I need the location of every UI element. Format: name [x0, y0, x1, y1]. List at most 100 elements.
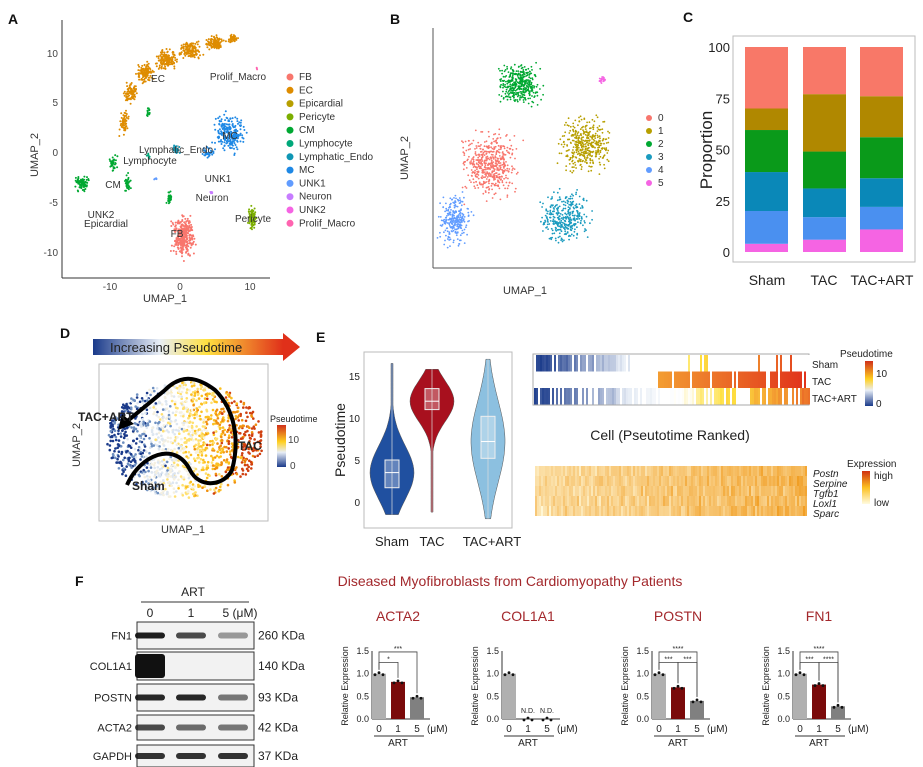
cell-point [259, 430, 263, 434]
cell-point [561, 200, 563, 203]
cell-point [146, 68, 149, 71]
cell-point [550, 204, 553, 207]
cell-point [561, 209, 563, 212]
cell-point [123, 432, 126, 436]
cell-point [573, 215, 576, 217]
cell-point [494, 182, 497, 185]
cell-point [453, 206, 456, 209]
legend-swatch [286, 73, 294, 81]
cell-point [495, 172, 498, 174]
cell-point [230, 120, 233, 123]
bar-segment-TAC+ART-5 [860, 229, 903, 252]
cell-point [205, 464, 209, 467]
cell-point [585, 199, 588, 202]
cell-point [566, 224, 568, 227]
cell-point [460, 204, 463, 207]
cell-point [479, 147, 482, 150]
cell-point [447, 208, 450, 211]
cell-point [169, 436, 172, 440]
cell-point [571, 214, 574, 217]
cell-point [163, 55, 166, 58]
cell-point [542, 230, 544, 232]
cell-point [244, 473, 248, 476]
cell-point [436, 237, 439, 239]
cell-point [222, 39, 225, 42]
cell-point [553, 191, 555, 194]
cell-point [226, 419, 230, 423]
cell-point [187, 242, 189, 245]
cell-point [189, 246, 192, 249]
cell-point [552, 218, 555, 221]
cell-point [109, 439, 112, 443]
cell-point [213, 35, 215, 38]
cell-point [180, 234, 182, 237]
cell-point [123, 456, 126, 460]
cell-point [504, 92, 507, 95]
cell-point [549, 216, 552, 219]
cell-point [499, 100, 502, 103]
cell-point [508, 92, 511, 95]
cell-point [487, 168, 490, 170]
cell-point [167, 191, 170, 194]
cell-point [214, 45, 217, 48]
cell-point [501, 69, 503, 72]
cell-point [223, 145, 226, 147]
cell-point [131, 95, 134, 98]
cell-point [160, 464, 164, 467]
cell-point [591, 141, 593, 144]
cell-point [82, 186, 85, 188]
cell-point [241, 472, 245, 476]
cell-point [85, 181, 87, 184]
cell-point [248, 406, 252, 410]
cell-point [146, 107, 149, 110]
cell-point [120, 452, 123, 456]
cell-point [249, 220, 252, 223]
y-tick: 75 [716, 91, 730, 106]
cell-point [583, 117, 586, 120]
cell-point [517, 85, 520, 88]
cell-point [523, 66, 526, 68]
cluster-label: FB [171, 229, 184, 240]
cell-point [516, 171, 519, 174]
cell-point [524, 90, 527, 93]
cell-point [580, 151, 583, 154]
cell-point [113, 449, 116, 453]
cell-point [506, 65, 508, 68]
cell-point [250, 467, 253, 470]
cell-point [151, 426, 154, 430]
cell-point [182, 260, 185, 262]
panel-label: B [390, 11, 400, 27]
cell-point [485, 157, 488, 160]
cell-point [173, 245, 176, 248]
legend-swatch [286, 179, 294, 187]
cell-point [218, 120, 221, 123]
cell-point [454, 230, 457, 233]
cell-point [178, 470, 181, 473]
cell-point [178, 151, 181, 154]
cell-point [224, 119, 227, 122]
cell-point [170, 56, 173, 59]
cell-point [155, 55, 158, 58]
cell-point [157, 415, 160, 419]
cell-point [119, 435, 123, 438]
cell-point [450, 217, 453, 220]
cell-point [169, 195, 172, 198]
cell-point [243, 463, 247, 467]
cell-point [493, 165, 496, 168]
cell-point [587, 152, 589, 154]
cell-point [186, 217, 189, 220]
cell-point [155, 432, 158, 436]
cell-point [193, 447, 197, 451]
cell-point [597, 128, 600, 131]
cell-point [197, 442, 200, 445]
cell-point [503, 162, 505, 165]
cell-point [575, 146, 577, 149]
cell-point [187, 44, 190, 47]
cell-point [502, 184, 505, 187]
cell-point [221, 140, 224, 143]
bar-segment-TAC+ART-3 [860, 178, 903, 207]
cell-point [210, 41, 213, 44]
cell-point [222, 410, 226, 413]
cell-point [545, 208, 548, 211]
cell-point [505, 135, 507, 137]
